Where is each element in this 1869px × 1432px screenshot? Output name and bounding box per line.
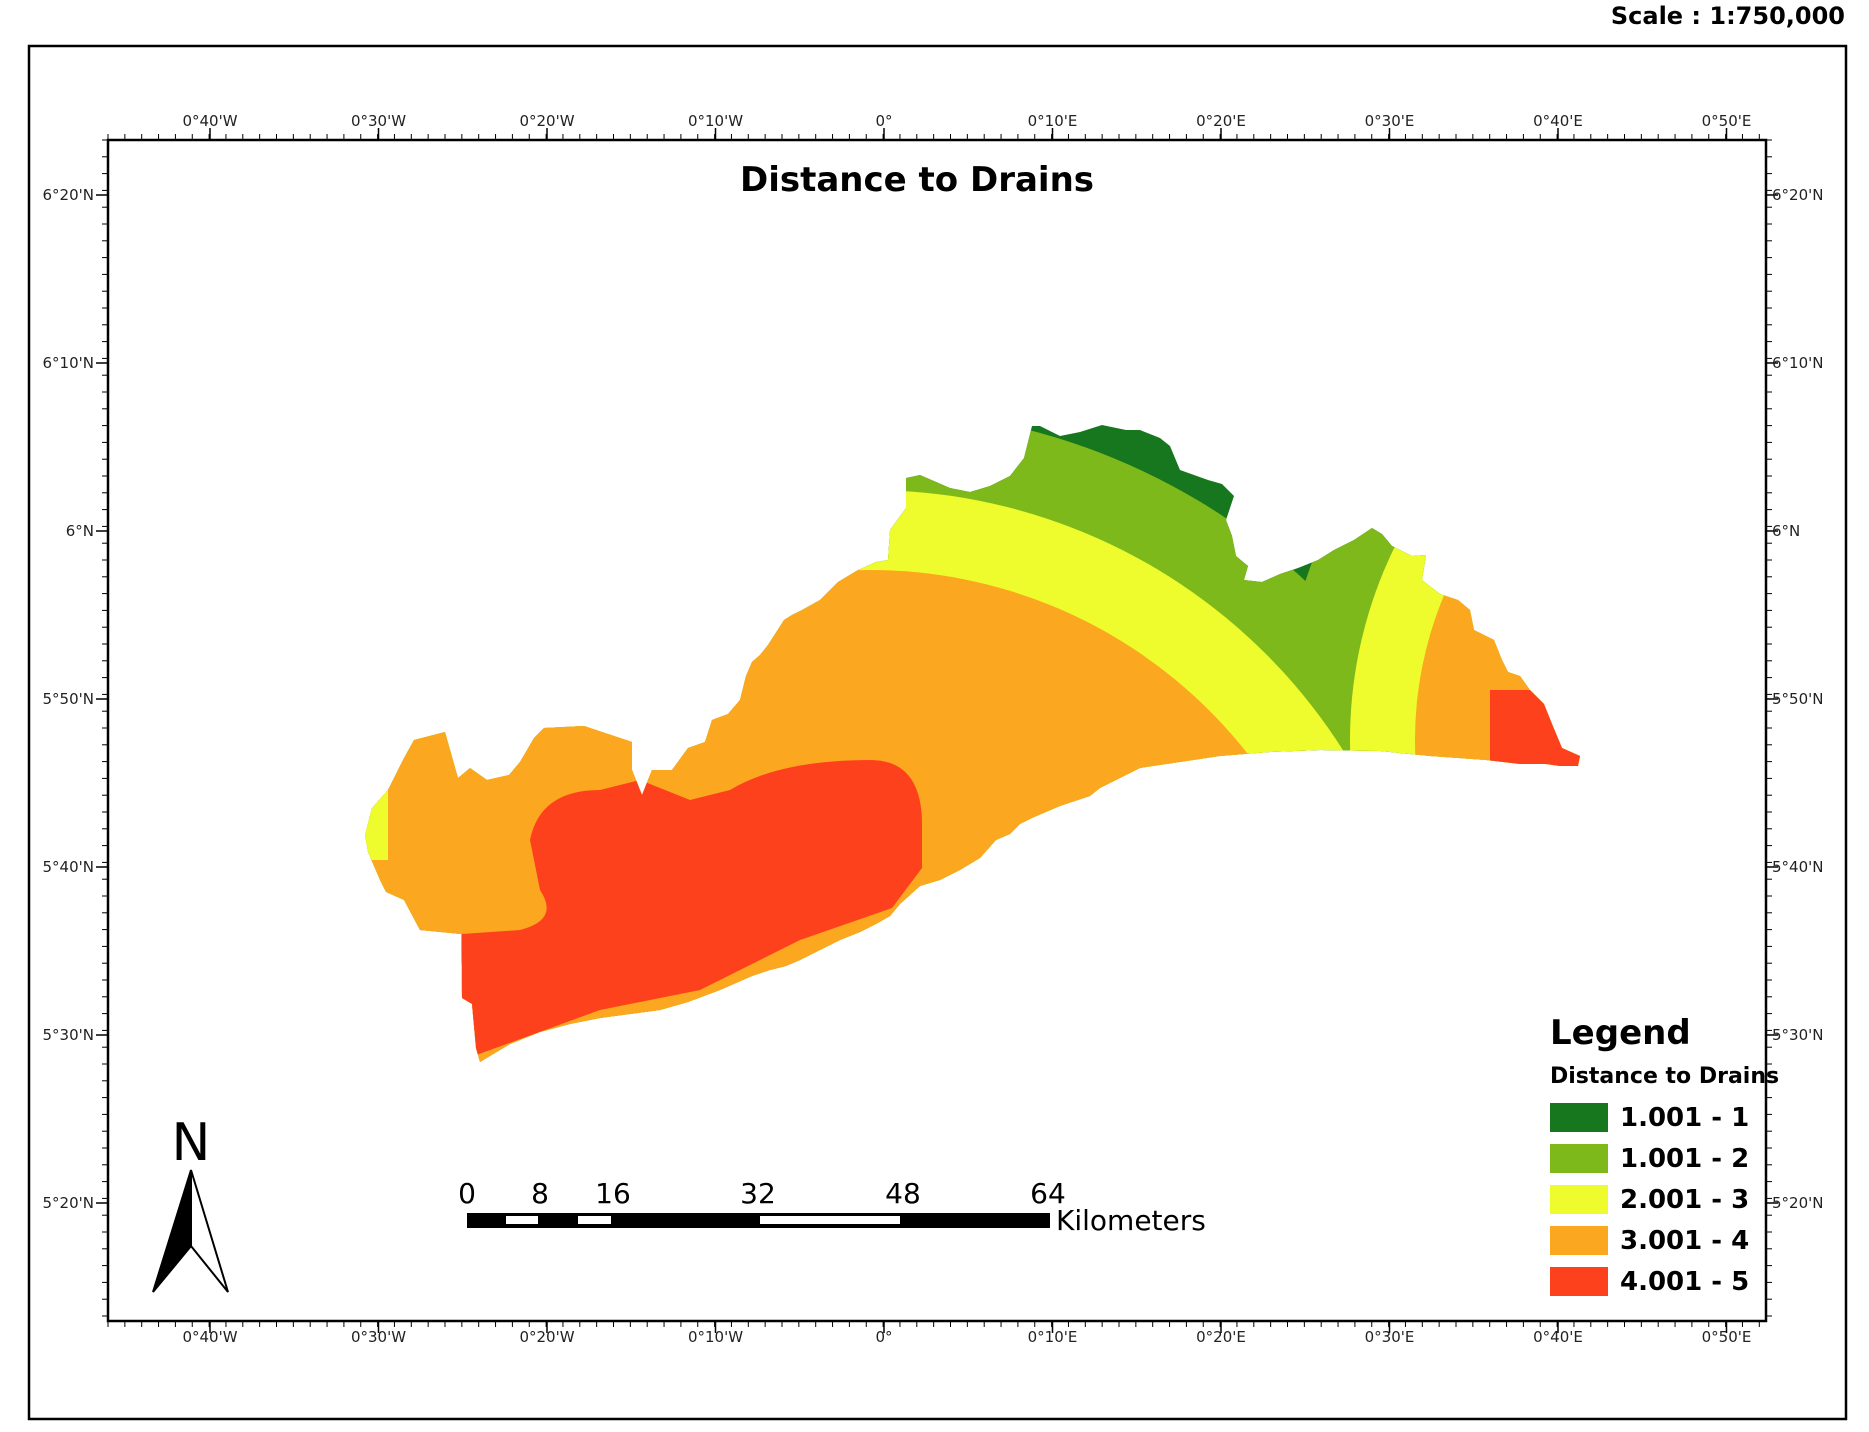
longitude-label: 0°20'W xyxy=(519,1328,574,1346)
longitude-label: 0°30'E xyxy=(1365,1328,1415,1346)
legend-swatch xyxy=(1550,1267,1608,1296)
latitude-label: 5°50'N xyxy=(43,690,94,708)
scale-bar-label-0: 0 xyxy=(458,1177,476,1210)
legend-item-label: 4.001 - 5 xyxy=(1620,1267,1749,1297)
legend-item-label: 1.001 - 1 xyxy=(1620,1103,1749,1133)
left-latitude-labels: 6°20'N 6°10'N 6°N 5°50'N 5°40'N 5°30'N 5°20'N xyxy=(43,186,108,1212)
latitude-label: 5°20'N xyxy=(43,1194,94,1212)
legend-swatch xyxy=(1550,1185,1608,1214)
longitude-label: 0°20'E xyxy=(1196,1328,1246,1346)
map-title: Distance to Drains xyxy=(740,160,1094,200)
latitude-label: 6°20'N xyxy=(1772,186,1823,204)
longitude-label: 0°40'E xyxy=(1533,112,1583,130)
scale-bar-segment xyxy=(760,1216,900,1224)
legend-swatch xyxy=(1550,1226,1608,1255)
longitude-label: 0° xyxy=(875,112,892,130)
scale-bar-label-32: 32 xyxy=(740,1177,776,1210)
latitude-label: 5°30'N xyxy=(43,1026,94,1044)
scale-bar-label-48: 48 xyxy=(885,1177,921,1210)
longitude-label: 0°10'W xyxy=(688,112,743,130)
map-scale-text: Scale : 1:750,000 xyxy=(1611,2,1845,30)
latitude-label: 6°10'N xyxy=(1772,354,1823,372)
longitude-label: 0°30'W xyxy=(351,112,406,130)
longitude-label: 0°20'E xyxy=(1196,112,1246,130)
legend-item-label: 2.001 - 3 xyxy=(1620,1185,1749,1215)
scale-bar-segment xyxy=(506,1216,538,1224)
longitude-label: 0°10'W xyxy=(688,1328,743,1346)
latitude-label: 5°50'N xyxy=(1772,690,1823,708)
latitude-label: 5°40'N xyxy=(43,858,94,876)
legend-layer-name: Distance to Drains xyxy=(1550,1064,1779,1089)
latitude-label: 5°40'N xyxy=(1772,858,1823,876)
longitude-label: 0°50'E xyxy=(1702,112,1752,130)
longitude-label: 0°10'E xyxy=(1028,1328,1078,1346)
latitude-label: 6°10'N xyxy=(43,354,94,372)
longitude-label: 0° xyxy=(875,1328,892,1346)
legend-heading: Legend xyxy=(1550,1013,1691,1053)
scale-bar-segment xyxy=(578,1216,611,1224)
zone-4-5-core xyxy=(462,760,922,1060)
longitude-label: 0°20'W xyxy=(519,112,574,130)
latitude-label: 6°N xyxy=(66,522,94,540)
longitude-label: 0°40'W xyxy=(182,1328,237,1346)
longitude-label: 0°50'E xyxy=(1702,1328,1752,1346)
scale-bar: 0 8 16 32 48 64 Kilometers xyxy=(458,1177,1206,1237)
outer-frame xyxy=(27,44,1848,1421)
legend-swatch xyxy=(1550,1103,1608,1132)
legend-swatch xyxy=(1550,1144,1608,1173)
legend: Legend Distance to Drains 1.001 - 1 1.00… xyxy=(1550,1013,1779,1297)
latitude-label: 5°20'N xyxy=(1772,1194,1823,1212)
longitude-label: 0°30'E xyxy=(1365,112,1415,130)
longitude-label: 0°40'W xyxy=(182,112,237,130)
latitude-label: 6°20'N xyxy=(43,186,94,204)
longitude-label: 0°40'E xyxy=(1533,1328,1583,1346)
scale-bar-label-64: 64 xyxy=(1030,1177,1066,1210)
latitude-label: 6°N xyxy=(1772,522,1800,540)
north-arrow-icon: N xyxy=(152,1113,229,1293)
legend-item-label: 3.001 - 4 xyxy=(1620,1226,1749,1256)
legend-item-label: 1.001 - 2 xyxy=(1620,1144,1749,1174)
scale-bar-base xyxy=(467,1213,1050,1228)
longitude-label: 0°30'W xyxy=(351,1328,406,1346)
scale-bar-label-8: 8 xyxy=(531,1177,549,1210)
top-longitude-labels: 0°40'W 0°30'W 0°20'W 0°10'W 0° 0°10'E 0°20'E 0°… xyxy=(182,112,1751,140)
bottom-longitude-labels: 0°40'W 0°30'W 0°20'W 0°10'W 0° 0°10'E 0°20'E 0°… xyxy=(182,1321,1751,1346)
scale-bar-unit: Kilometers xyxy=(1056,1204,1206,1237)
scale-bar-label-16: 16 xyxy=(595,1177,631,1210)
latitude-label: 5°30'N xyxy=(1772,1026,1823,1044)
right-latitude-labels: 6°20'N 6°10'N 6°N 5°50'N 5°40'N 5°30'N 5°20'N xyxy=(1766,186,1823,1212)
longitude-label: 0°10'E xyxy=(1028,112,1078,130)
north-arrow-letter: N xyxy=(172,1113,211,1173)
